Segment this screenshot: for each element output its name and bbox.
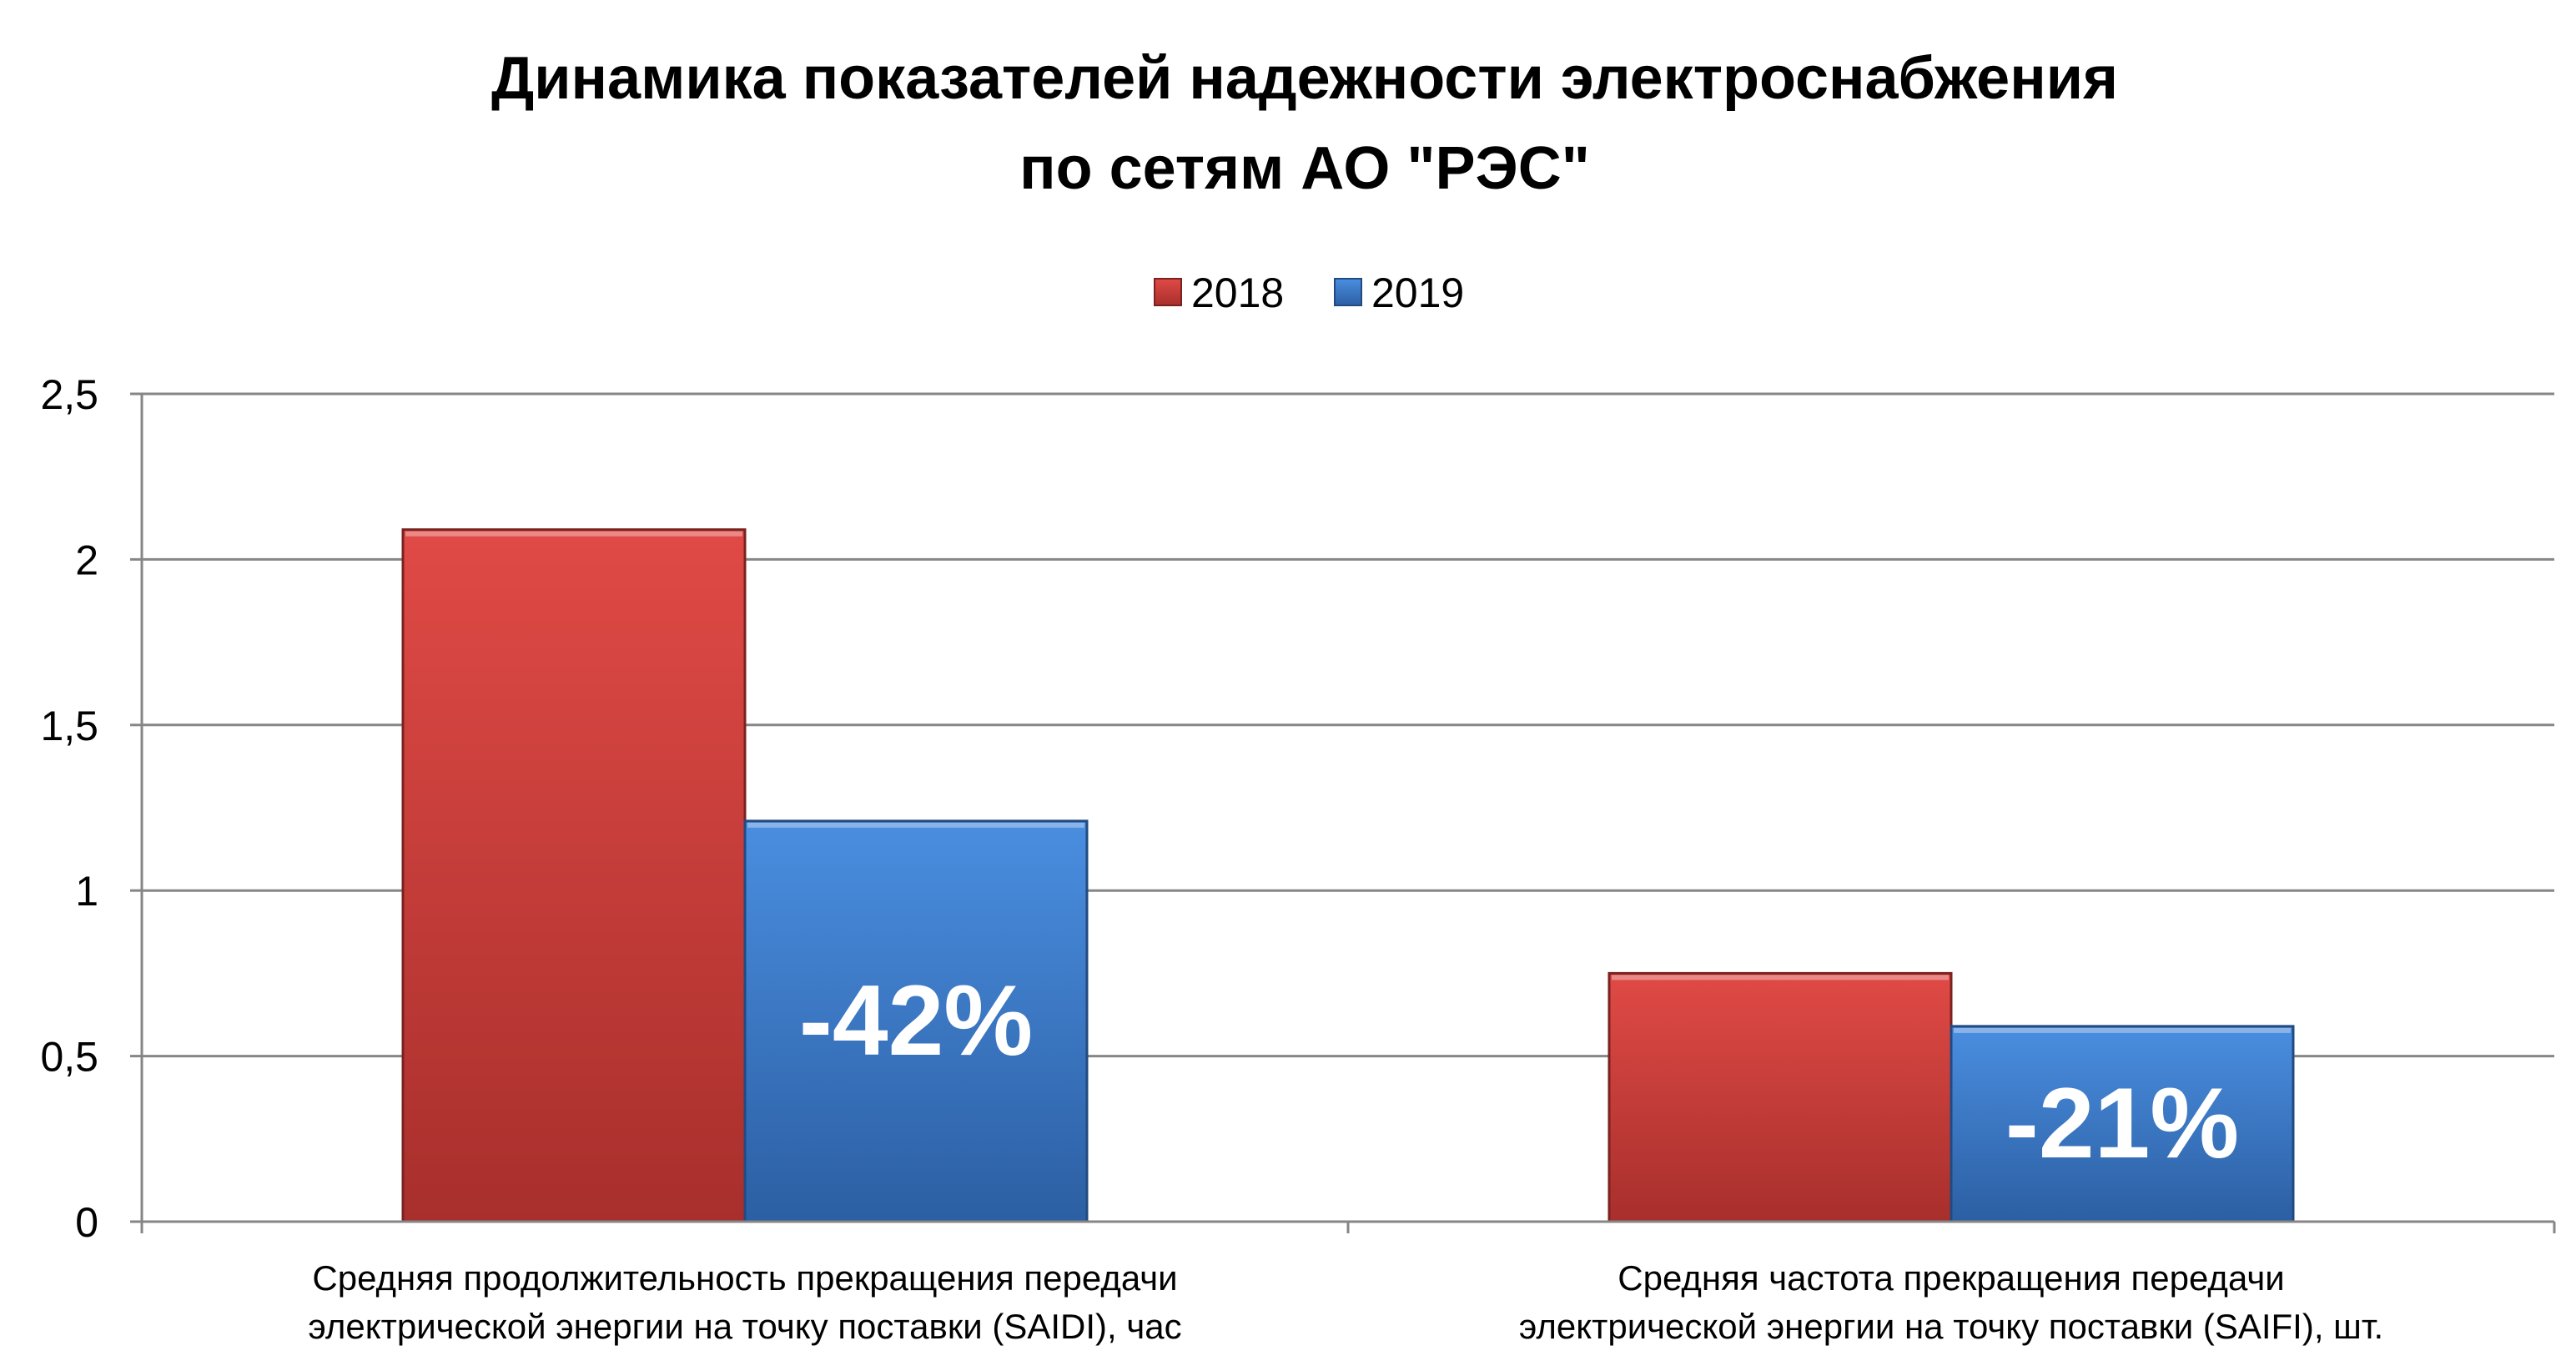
legend-swatch-2019 [1334,278,1362,306]
y-tick-label: 0,5 [40,1034,98,1081]
legend-label-2018: 2018 [1191,270,1284,316]
category-label-saifi-line-1: Средняя частота прекращения передачи [1618,1258,2284,1298]
bar-highlight [1954,1027,2291,1033]
y-tick-label: 1,5 [40,703,98,749]
bar-2018-cat-1 [401,528,747,1223]
chart-title-line-1: Динамика показателей надежности электрос… [491,45,2118,112]
legend-label-2019: 2019 [1371,270,1464,316]
category-label-saifi-line-2: электрической энергии на точку поставки … [1519,1307,2383,1346]
y-axis-ticks: 0 0,5 1 1,5 2 2,5 [40,371,142,1246]
bar-2018-cat-2 [1607,971,1953,1223]
legend-swatch-2018 [1154,278,1182,306]
y-tick-label: 1 [75,868,98,915]
bar-2019-cat-1 [743,819,1089,1223]
bar-highlight [1612,975,1949,980]
y-tick-label: 2,5 [40,371,98,418]
change-labels: -42% -21% [799,965,2239,1179]
legend: 2018 2019 [1154,270,1464,316]
bar-highlight [405,531,742,537]
y-tick-label: 2 [75,537,98,583]
change-label-cat-2: -21% [2005,1067,2239,1179]
category-label-saidi-line-2: электрической энергии на точку поставки … [308,1307,1181,1346]
y-tick-label: 0 [75,1199,98,1246]
category-label-saidi-line-1: Средняя продолжительность прекращения пе… [312,1258,1177,1298]
chart-title-line-2: по сетям АО "РЭС" [1019,135,1590,202]
bar-2019-cat-2 [1950,1025,2295,1223]
change-label-cat-1: -42% [799,965,1033,1076]
bar-highlight [747,822,1084,828]
bars [401,528,2295,1223]
